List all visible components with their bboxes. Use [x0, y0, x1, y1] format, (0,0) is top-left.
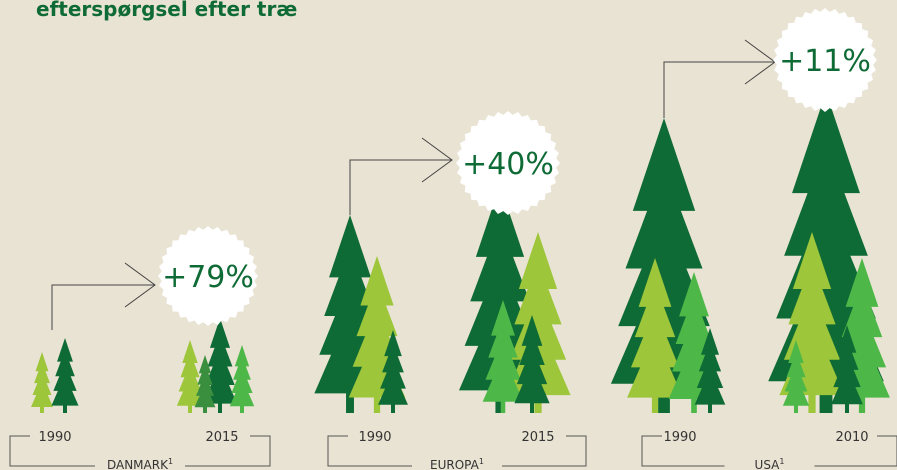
start-year: 1990 [38, 430, 71, 445]
region-label: DANMARK1 [107, 457, 173, 470]
region-name: DANMARK [107, 458, 169, 470]
arrow [664, 62, 775, 118]
footnote-mark: 1 [168, 457, 173, 466]
end-year: 2015 [521, 430, 554, 445]
title: efterspørgsel efter træ [36, 0, 297, 21]
start-year: 1990 [663, 430, 696, 445]
region-label: EUROPA1 [430, 457, 484, 470]
end-year: 2010 [835, 430, 868, 445]
end-year: 2015 [205, 430, 238, 445]
change-label: +79% [162, 260, 254, 295]
arrow [52, 285, 155, 330]
region-label: USA1 [755, 457, 785, 470]
infographic: efterspørgsel efter træ +79% 1990 2015 DANM… [0, 0, 897, 470]
change-label: +11% [779, 44, 871, 79]
footnote-mark: 1 [479, 457, 484, 466]
region-name: USA [755, 458, 781, 470]
region-name: EUROPA [430, 458, 480, 470]
start-year: 1990 [358, 430, 391, 445]
canvas: efterspørgsel efter træ +79% 1990 2015 DANM… [0, 0, 897, 470]
tree [52, 338, 79, 413]
arrow [350, 160, 452, 215]
footnote-mark: 1 [779, 457, 784, 466]
tree [31, 352, 53, 413]
change-label: +40% [462, 147, 554, 182]
tree [230, 345, 254, 413]
